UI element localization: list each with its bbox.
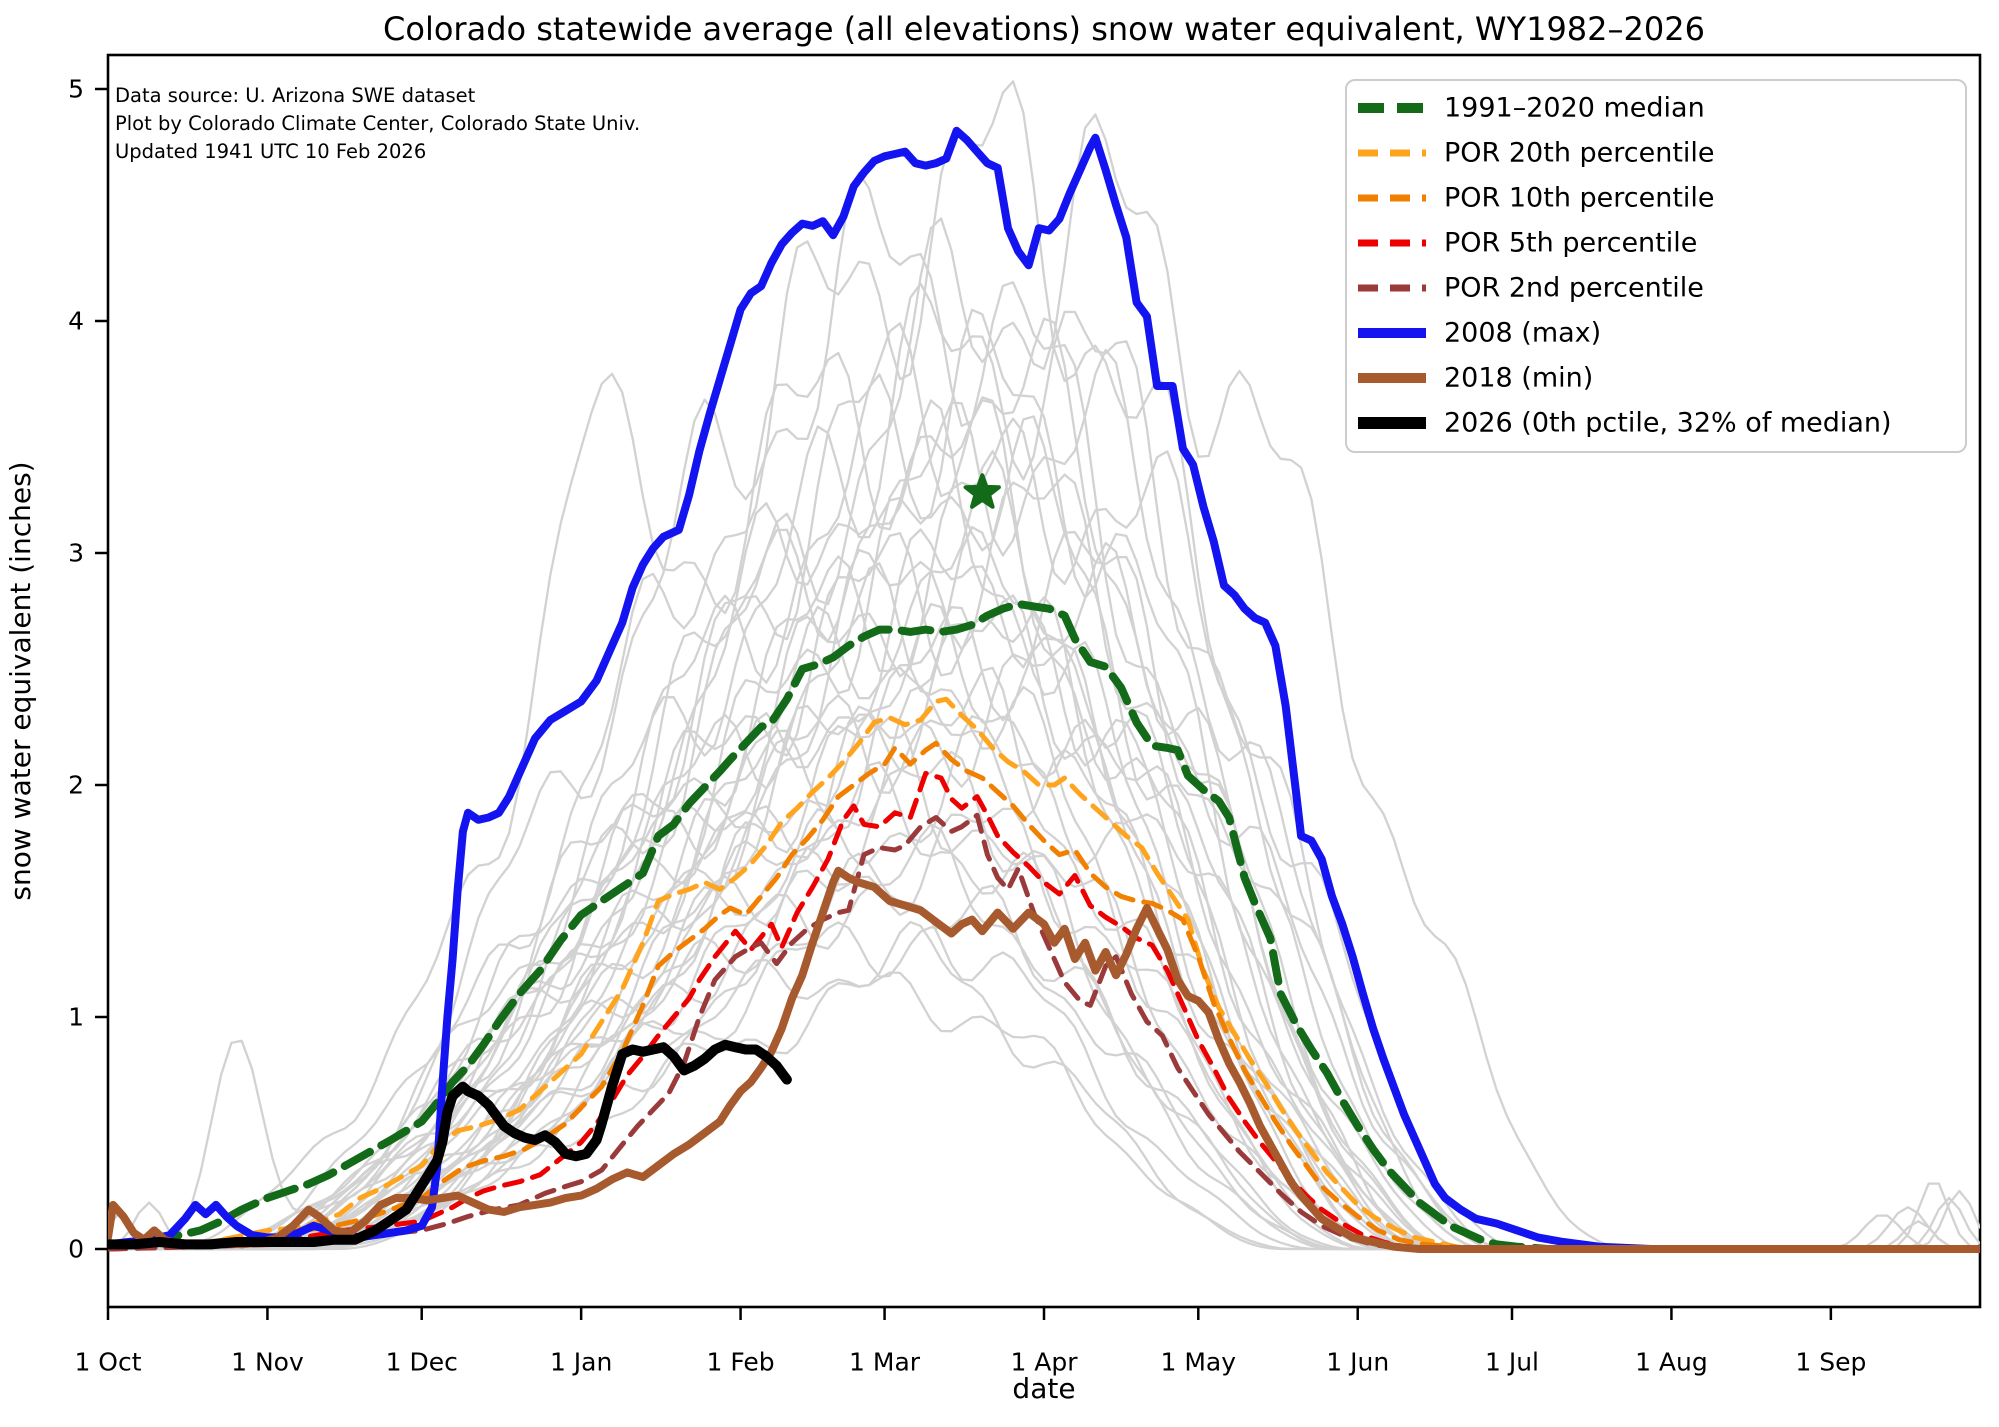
legend-frame bbox=[1345, 79, 1967, 453]
legend-item-5: POR 2nd percentile bbox=[1358, 273, 1704, 304]
legend-item-label: POR 5th percentile bbox=[1444, 228, 1697, 259]
legend-box: 1991–2020 median POR 20th percentile POR 1… bbox=[1345, 79, 1967, 453]
gray-year-line bbox=[108, 373, 1980, 1251]
x-tick-label: 1 Apr bbox=[1010, 1347, 1078, 1376]
y-axis-label: snow water equivalent (inches) bbox=[4, 461, 37, 900]
y-tick-label: 1 bbox=[68, 1003, 84, 1032]
legend-item-label: 2008 (max) bbox=[1444, 318, 1601, 349]
legend-item-label: POR 10th percentile bbox=[1444, 183, 1715, 214]
legend-item-label: POR 2nd percentile bbox=[1444, 273, 1704, 304]
y-tick-label: 5 bbox=[68, 75, 84, 104]
series-line-por-20th-percentile bbox=[108, 696, 1980, 1252]
y-tick-label: 3 bbox=[68, 539, 84, 568]
legend-item-label: 2026 (0th pctile, 32% of median) bbox=[1444, 408, 1892, 439]
x-tick-label: 1 Jun bbox=[1326, 1347, 1389, 1376]
gray-year-line bbox=[108, 450, 1980, 1251]
x-tick-label: 1 Oct bbox=[74, 1347, 141, 1376]
x-axis-label: date bbox=[1012, 1372, 1075, 1405]
y-tick-label: 2 bbox=[68, 771, 84, 800]
gray-year-line bbox=[108, 715, 1980, 1251]
legend-item-label: 1991–2020 median bbox=[1444, 93, 1705, 124]
legend-item-6: 2008 (max) bbox=[1358, 318, 1601, 349]
x-tick-label: 1 Nov bbox=[231, 1347, 304, 1376]
series-line-2018-min- bbox=[108, 866, 1980, 1253]
annotation-block: Data source: U. Arizona SWE dataset Plot… bbox=[115, 84, 640, 163]
x-tick-label: 1 Dec bbox=[386, 1347, 458, 1376]
y-tick-label: 0 bbox=[68, 1235, 84, 1264]
gray-year-line bbox=[108, 715, 1980, 1251]
series-line-por-5th-percentile bbox=[108, 770, 1980, 1252]
y-tick-label: 4 bbox=[68, 307, 84, 336]
x-tick-label: 1 Jul bbox=[1485, 1347, 1539, 1376]
x-tick-label: 1 May bbox=[1161, 1347, 1237, 1376]
chart-title: Colorado statewide average (all elevatio… bbox=[383, 10, 1705, 48]
series-line-por-2nd-percentile bbox=[108, 812, 1980, 1252]
legend-item-2: POR 20th percentile bbox=[1358, 138, 1715, 169]
legend-item-7: 2018 (min) bbox=[1358, 363, 1593, 394]
x-tick-label: 1 Jan bbox=[550, 1347, 612, 1376]
legend-item-8: 2026 (0th pctile, 32% of median) bbox=[1358, 408, 1892, 439]
x-tick-label: 1 Mar bbox=[849, 1347, 921, 1376]
gray-year-line bbox=[108, 971, 1980, 1251]
legend-item-3: POR 10th percentile bbox=[1358, 183, 1715, 214]
legend-item-1: 1991–2020 median bbox=[1358, 93, 1705, 124]
series-line-1991-2020-median bbox=[108, 600, 1980, 1253]
x-tick-label: 1 Aug bbox=[1635, 1347, 1708, 1376]
annotation-line3: Updated 1941 UTC 10 Feb 2026 bbox=[115, 140, 426, 163]
legend-item-label: 2018 (min) bbox=[1444, 363, 1593, 394]
gray-year-line bbox=[108, 351, 1980, 1251]
axes-layer: 1 Oct 1 Nov 1 Dec 1 Jan 1 Feb 1 Mar 1 Apr 1 May… bbox=[68, 75, 1866, 1377]
annotation-line1: Data source: U. Arizona SWE dataset bbox=[115, 84, 476, 107]
x-tick-label: 1 Feb bbox=[707, 1347, 775, 1376]
gray-year-line bbox=[108, 643, 1980, 1251]
gray-year-line bbox=[108, 417, 1980, 1251]
median-peak-star-icon bbox=[963, 473, 1001, 509]
series-line-por-10th-percentile bbox=[108, 740, 1980, 1252]
legend-item-4: POR 5th percentile bbox=[1358, 228, 1697, 259]
legend-item-label: POR 20th percentile bbox=[1444, 138, 1715, 169]
series-line-2008-max- bbox=[108, 126, 1980, 1253]
x-tick-label: 1 Sep bbox=[1795, 1347, 1866, 1376]
gray-year-line bbox=[108, 473, 1980, 1251]
series-line-2026-0th-pctile-32-of-median- bbox=[108, 1039, 792, 1250]
annotation-line2: Plot by Colorado Climate Center, Colorad… bbox=[115, 112, 640, 135]
series-layer bbox=[108, 80, 1980, 1253]
gray-year-line bbox=[108, 348, 1980, 1251]
